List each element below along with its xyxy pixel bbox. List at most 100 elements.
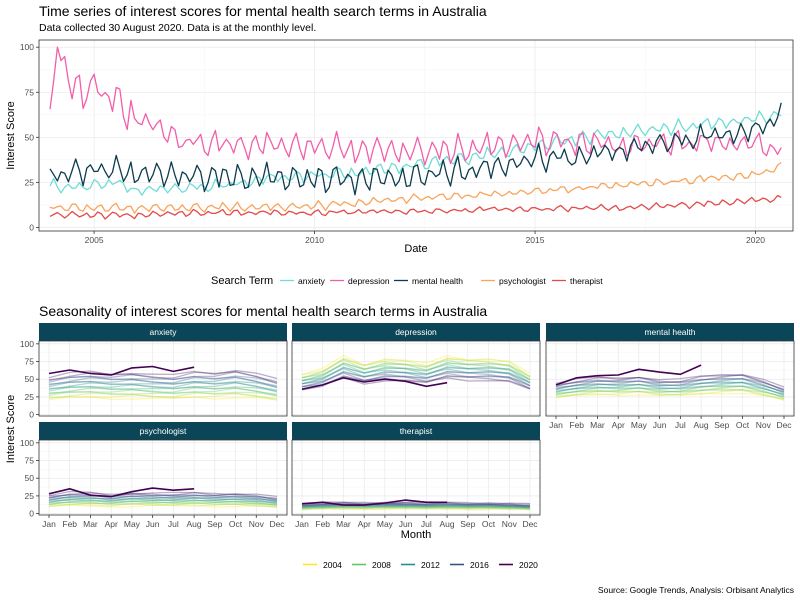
x-tick-label: 2020 <box>746 235 765 245</box>
x-tick-label: May <box>124 519 141 529</box>
series-line-mental-health <box>49 102 782 196</box>
panel-border <box>38 439 288 516</box>
facet-strip-label: anxiety <box>150 327 178 337</box>
legend-label: 2004 <box>323 560 342 570</box>
year-line-2005 <box>301 506 531 511</box>
year-line-2013 <box>555 381 785 393</box>
time-series-panel: 0 25 50 75 100 2005 2010 2015 2020 <box>20 39 794 245</box>
year-line-2010 <box>555 385 785 395</box>
series-line-depression <box>49 46 782 166</box>
y-tick-label: 100 <box>20 339 34 349</box>
facet-strip-label: depression <box>395 327 437 337</box>
year-line-2018 <box>301 501 530 507</box>
legend-label: 2016 <box>470 560 489 570</box>
x-tick-label: Feb <box>315 519 330 529</box>
facet-panel-therapist: therapist Jan Feb Mar Apr May Jun Jul Aug Sep Oct N… <box>291 422 541 529</box>
x-tick-label: Aug <box>440 519 455 529</box>
year-line-2016 <box>301 372 531 388</box>
year-line-2013 <box>301 368 531 385</box>
legend-label: depression <box>348 276 390 286</box>
panel-border <box>38 340 288 417</box>
year-line-2015 <box>48 494 278 502</box>
year-line-2017 <box>555 374 785 392</box>
year-line-2018 <box>555 373 785 391</box>
year-line-2016 <box>301 502 531 507</box>
year-line-2008 <box>555 385 785 399</box>
year-line-2019 <box>48 490 278 498</box>
x-tick-label: Feb <box>62 519 77 529</box>
year-line-2007 <box>555 389 785 398</box>
y-tick-label: 0 <box>29 509 34 519</box>
year-line-2007 <box>48 390 278 397</box>
y-tick-label: 0 <box>29 410 34 420</box>
legend-label: 2012 <box>421 560 440 570</box>
caption: Source: Google Trends, Analysis: Orbisan… <box>598 585 794 595</box>
series-line-anxiety <box>49 110 782 196</box>
facet-y-axis-title: Interest Score <box>5 395 17 463</box>
x-tick-label: Apr <box>105 519 118 529</box>
facet-panel-depression: depression <box>291 323 541 417</box>
panel-border <box>38 39 794 232</box>
panel-border <box>545 340 795 417</box>
y-tick-label: 75 <box>25 357 35 367</box>
year-line-2005 <box>48 502 278 509</box>
year-line-2004 <box>301 354 531 376</box>
year-line-2006 <box>301 505 531 511</box>
x-tick-label: Sep <box>207 519 222 529</box>
chart-subtitle: Data collected 30 August 2020. Data is a… <box>39 22 316 34</box>
x-tick-label: Dec <box>776 420 792 430</box>
year-line-2015 <box>48 376 278 387</box>
year-line-2020 <box>301 376 448 390</box>
year-line-2009 <box>301 361 531 382</box>
chart-title: Time series of interest scores for menta… <box>39 3 487 19</box>
panel-border <box>291 340 541 417</box>
y-tick-label: 25 <box>25 177 35 187</box>
facet-panel-mental-health: mental health Jan Feb Mar Apr May Jun Jul Aug Sep… <box>545 323 795 430</box>
y-tick-label: 50 <box>25 374 35 384</box>
legend-year: 2004 2008 2012 2016 2020 <box>303 560 538 570</box>
legend-label: therapist <box>570 276 603 286</box>
x-tick-label: Feb <box>569 420 584 430</box>
legend-label: 2020 <box>519 560 538 570</box>
year-line-2014 <box>301 502 531 508</box>
year-line-2010 <box>48 385 278 392</box>
y-tick-label: 75 <box>25 456 35 466</box>
x-tick-label: Nov <box>756 420 772 430</box>
year-line-2004 <box>48 396 278 401</box>
facet-chart-title: Seasonality of interest scores for menta… <box>39 303 487 319</box>
year-line-2017 <box>48 492 278 501</box>
year-line-2019 <box>301 501 531 506</box>
year-line-2005 <box>48 392 278 401</box>
x-tick-label: 2010 <box>305 235 324 245</box>
x-tick-label: Oct <box>736 420 750 430</box>
facet-panel-psychologist: psychologist 0 25 50 75 100 Jan Feb Mar Apr May Jun… <box>20 422 288 529</box>
year-line-2012 <box>48 497 278 504</box>
y-tick-label: 50 <box>25 132 35 142</box>
y-axis-title: Interest Score <box>5 101 17 169</box>
year-line-2004 <box>48 503 278 508</box>
year-line-2009 <box>555 384 785 398</box>
x-tick-label: 2005 <box>85 235 104 245</box>
year-line-2017 <box>301 374 531 390</box>
year-line-2008 <box>301 505 531 510</box>
year-line-2007 <box>301 505 531 510</box>
x-tick-label: Jan <box>295 519 309 529</box>
year-line-2009 <box>48 387 278 395</box>
x-tick-label: Apr <box>358 519 371 529</box>
y-tick-label: 100 <box>20 42 34 52</box>
year-line-2007 <box>48 500 278 506</box>
x-tick-label: May <box>631 420 648 430</box>
year-line-2014 <box>48 495 278 503</box>
year-line-2005 <box>555 389 785 402</box>
year-line-2017 <box>48 371 278 385</box>
facet-strip-label: psychologist <box>140 426 187 436</box>
year-line-2011 <box>301 503 531 509</box>
x-tick-label: Jun <box>653 420 667 430</box>
legend-title: Search Term <box>211 275 273 287</box>
x-tick-label: Mar <box>336 519 351 529</box>
year-line-2015 <box>301 370 531 388</box>
x-tick-label: Jun <box>146 519 160 529</box>
year-line-2016 <box>555 377 785 391</box>
x-tick-label: Sep <box>460 519 475 529</box>
